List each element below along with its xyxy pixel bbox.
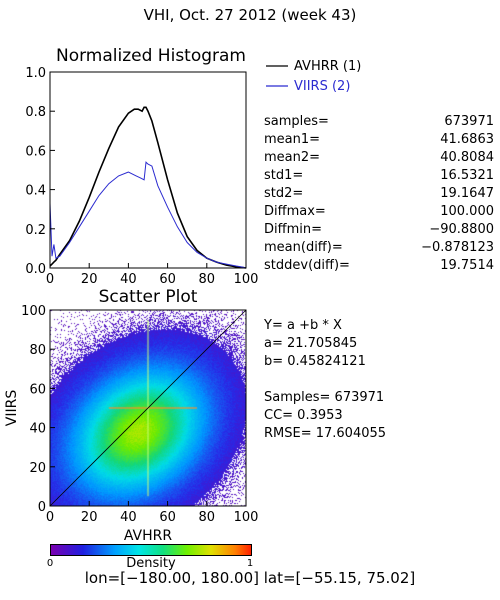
- y-tick-label: 80: [29, 343, 46, 358]
- stat-value: 16.5321: [440, 168, 494, 183]
- x-tick-label: 60: [159, 510, 176, 525]
- histogram-legend: AVHRR (1) VIIRS (2): [266, 59, 361, 94]
- y-tick-label: 40: [29, 422, 46, 437]
- legend-label-avhrr: AVHRR (1): [294, 59, 361, 74]
- y-tick-label: 0: [38, 500, 46, 515]
- stat-label: samples=: [264, 114, 329, 129]
- scatter-title: Scatter Plot: [98, 287, 198, 307]
- stat-label: mean(diff)=: [264, 240, 343, 255]
- stat-row-diffmin: Diffmin= −90.8800: [264, 222, 494, 240]
- scatter-density-plot: [50, 310, 246, 506]
- histogram-series-viirs: [49, 161, 247, 269]
- colorbar: [50, 544, 252, 556]
- stat-row-diffmax: Diffmax= 100.000: [264, 204, 494, 222]
- stat-row-std1: std1= 16.5321: [264, 168, 494, 186]
- x-tick-label: 20: [81, 272, 98, 287]
- histogram-title: Normalized Histogram: [56, 46, 246, 66]
- histogram-series-avhrr: [49, 106, 247, 269]
- x-tick-label: 60: [159, 272, 176, 287]
- x-tick-label: 0: [46, 510, 54, 525]
- x-axis-label: AVHRR: [124, 528, 173, 544]
- stat-row-samples: samples= 673971: [264, 114, 494, 132]
- stat-value: 40.8084: [440, 150, 494, 165]
- stat-value: 19.7514: [440, 258, 494, 273]
- colorbar-max-label: 1: [247, 558, 253, 569]
- regression-a: a= 21.705845: [264, 336, 358, 351]
- stat-row-std2: std2= 19.1647: [264, 186, 494, 204]
- y-tick-label: 0.6: [25, 144, 46, 159]
- x-tick-label: 80: [199, 272, 216, 287]
- stat-label: Diffmin=: [264, 222, 322, 237]
- stat-label: stddev(diff)=: [264, 258, 350, 273]
- page-title: VHI, Oct. 27 2012 (week 43): [143, 6, 357, 24]
- colorbar-min-label: 0: [47, 558, 53, 569]
- stat-label: mean2=: [264, 150, 321, 165]
- x-tick-label: 100: [234, 272, 259, 287]
- histogram-frame: [49, 71, 247, 269]
- stat-label: Diffmax=: [264, 204, 326, 219]
- stat-row-stddev-diff: stddev(diff)= 19.7514: [264, 258, 494, 276]
- x-tick-label: 80: [199, 510, 216, 525]
- regression-equation: Y= a +b * X: [264, 318, 342, 333]
- stat-value: −0.878123: [421, 240, 494, 255]
- stat-value: 100.000: [440, 204, 494, 219]
- footer-range: lon=[−180.00, 180.00] lat=[−55.15, 75.02…: [84, 569, 416, 587]
- y-tick-label: 100: [21, 304, 46, 319]
- stat-value: −90.8800: [429, 222, 494, 237]
- stat-value: 41.6863: [440, 132, 494, 147]
- x-tick-label: 0: [46, 272, 54, 287]
- x-tick-label: 40: [120, 510, 137, 525]
- y-tick-label: 1.0: [25, 66, 46, 81]
- y-tick-label: 20: [29, 461, 46, 476]
- y-tick-label: 60: [29, 382, 46, 397]
- stat-label: std2=: [264, 186, 304, 201]
- histogram-chart: 0 20 40 60 80 100 0.0 0.2 0.4 0.6 0.8 1.0 AVHRR (1)…: [25, 59, 361, 287]
- x-tick-label: 40: [120, 272, 137, 287]
- stat-value: 19.1647: [440, 186, 494, 201]
- y-tick-label: 0.0: [25, 262, 46, 277]
- stat-value: 673971: [444, 114, 494, 129]
- stat-row-mean1: mean1= 41.6863: [264, 132, 494, 150]
- x-tick-label: 20: [81, 510, 98, 525]
- regression-b: b= 0.45824121: [264, 354, 366, 369]
- stat-row-mean2: mean2= 40.8084: [264, 150, 494, 168]
- y-axis-label: VIIRS: [4, 390, 20, 427]
- stat-row-mean-diff: mean(diff)= −0.878123: [264, 240, 494, 258]
- y-tick-label: 0.8: [25, 105, 46, 120]
- stat-label: std1=: [264, 168, 304, 183]
- scatter-cc: CC= 0.3953: [264, 408, 343, 423]
- scatter-rmse: RMSE= 17.604055: [264, 426, 387, 441]
- x-tick-label: 100: [234, 510, 259, 525]
- legend-label-viirs: VIIRS (2): [294, 79, 350, 94]
- y-tick-label: 0.4: [25, 184, 46, 199]
- y-tick-label: 0.2: [25, 223, 46, 238]
- scatter-samples: Samples= 673971: [264, 390, 385, 405]
- stat-label: mean1=: [264, 132, 321, 147]
